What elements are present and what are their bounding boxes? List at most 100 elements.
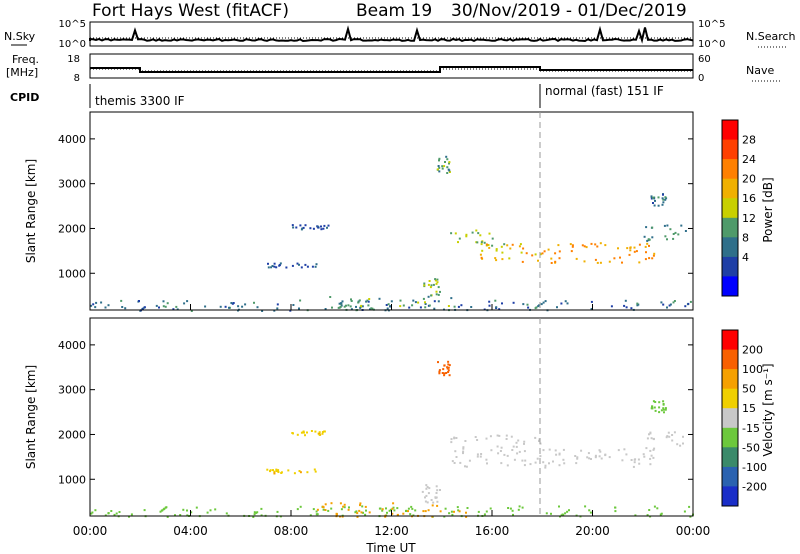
power-cell	[175, 305, 178, 308]
power-cell	[674, 231, 677, 234]
power-cell	[204, 305, 207, 308]
freq-unit: [MHz]	[6, 66, 38, 79]
colorbar-frame	[721, 329, 739, 507]
velocity-cell	[348, 506, 350, 509]
velocity-cell	[225, 512, 228, 515]
power-cell	[417, 301, 420, 304]
velocity-cell	[318, 431, 321, 434]
velocity-cell	[343, 506, 346, 509]
velocity-cell	[576, 457, 579, 460]
velocity-cell	[391, 512, 394, 515]
power-cell	[672, 301, 675, 304]
power-cell	[435, 293, 438, 296]
velocity-cell	[206, 511, 209, 514]
power-cell	[314, 265, 317, 268]
velocity-cell	[90, 512, 93, 515]
colorbar-swatch	[722, 427, 738, 448]
velocity-cell	[512, 513, 514, 516]
velocity-cell	[476, 439, 479, 441]
velocity-cell	[652, 456, 655, 459]
velocity-cell	[558, 452, 561, 455]
velocity-cell	[378, 507, 381, 510]
power-cell	[429, 286, 432, 289]
power-cell	[424, 303, 427, 305]
power-cell	[300, 228, 303, 231]
power-cell	[326, 226, 328, 229]
velocity-cell	[489, 507, 492, 510]
power-cell	[475, 229, 478, 232]
power-cell	[176, 308, 179, 311]
power-cell	[571, 245, 574, 248]
power-cell	[539, 253, 542, 256]
power-cell	[661, 197, 664, 200]
velocity-cell	[477, 510, 480, 513]
velocity-cell	[544, 466, 547, 469]
velocity-cell	[645, 447, 648, 450]
velocity-cell	[389, 508, 392, 511]
velocity-cell	[554, 449, 557, 452]
velocity-cell	[486, 462, 488, 465]
velocity-cell	[453, 462, 456, 464]
colorbar-swatch	[722, 120, 738, 141]
velocity-cell	[293, 472, 296, 475]
velocity-cell	[446, 366, 449, 369]
colorbar-tick-label: 4	[742, 251, 749, 264]
power-cell	[557, 244, 560, 247]
power-cell	[276, 303, 279, 306]
power-cell	[538, 304, 541, 307]
velocity-cell	[296, 433, 299, 436]
power-cell	[141, 307, 144, 310]
power-cell	[121, 306, 124, 308]
colorbar-tick-label: -50	[742, 441, 760, 454]
power-cell	[608, 260, 611, 263]
velocity-cell	[432, 501, 435, 504]
power-cell	[164, 305, 167, 308]
velocity-cell	[665, 436, 668, 439]
velocity-cell	[442, 368, 445, 371]
velocity-cell	[558, 464, 561, 467]
power-cell	[543, 250, 546, 253]
power-cell	[323, 224, 326, 227]
power-cell	[613, 257, 616, 260]
velocity-cell	[445, 372, 448, 374]
velocity-cell	[347, 508, 350, 511]
power-cell	[291, 224, 294, 227]
power-cell	[219, 305, 222, 308]
power-cell	[289, 309, 292, 312]
velocity-cell	[182, 508, 185, 511]
colorbar-swatch	[722, 256, 738, 277]
velocity-cell	[313, 468, 316, 471]
y-tick-label: 3000	[58, 178, 86, 191]
power-cell	[547, 248, 550, 251]
power-cell	[526, 303, 529, 306]
velocity-cell	[304, 434, 306, 437]
velocity-cell	[458, 510, 461, 513]
power-cell	[664, 235, 667, 238]
power-cell	[309, 227, 312, 230]
velocity-cell	[664, 407, 667, 410]
power-y-label: Slant Range [km]	[24, 159, 38, 263]
power-cell	[479, 253, 482, 256]
power-cell	[677, 233, 680, 236]
velocity-cell	[438, 372, 441, 375]
nsearch-tick-bottom: 10^0	[698, 39, 725, 50]
velocity-cell	[448, 364, 451, 367]
velocity-cell	[468, 459, 471, 462]
velocity-cell	[658, 406, 661, 409]
velocity-cell	[476, 455, 479, 458]
power-cell	[371, 307, 374, 310]
velocity-cell	[273, 470, 276, 473]
power-cell	[347, 304, 350, 307]
velocity-cell	[327, 509, 330, 512]
power-cell	[458, 237, 461, 240]
velocity-cell	[273, 472, 276, 475]
velocity-cell	[128, 515, 130, 518]
colorbar-tick-label: -100	[742, 461, 767, 474]
velocity-cell	[576, 456, 579, 459]
power-cell	[327, 224, 330, 227]
power-cell	[292, 304, 295, 306]
power-cell	[349, 305, 352, 308]
power-cell	[241, 305, 244, 308]
velocity-cell	[422, 510, 425, 513]
power-cell	[479, 234, 482, 237]
